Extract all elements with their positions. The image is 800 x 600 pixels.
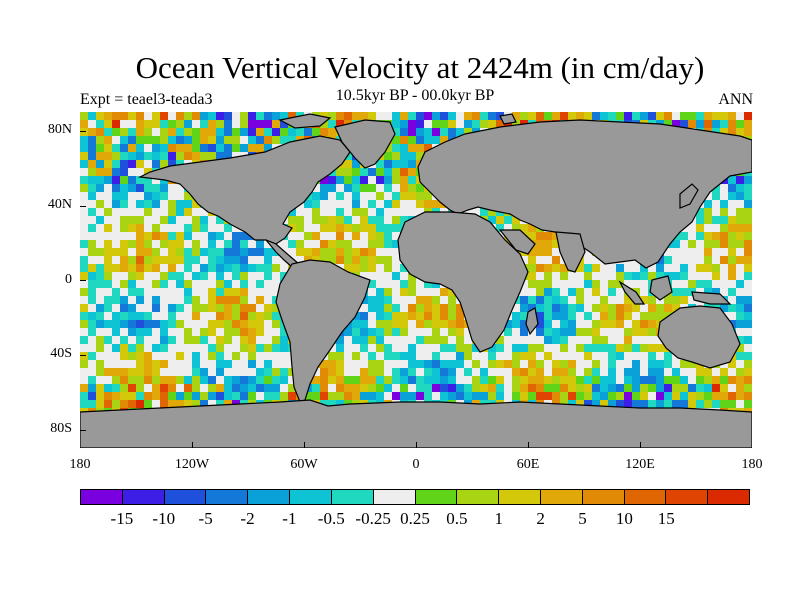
colorbar-box [666, 490, 709, 504]
colorbar-box [415, 490, 458, 504]
colorbar [80, 489, 750, 505]
lon-label-0: 0 [412, 457, 420, 472]
lon-tick [192, 442, 193, 448]
land-arabia [498, 229, 536, 255]
land-svalbard [499, 113, 517, 125]
colorbar-label: -0.25 [355, 509, 391, 528]
colorbar-box [206, 490, 249, 504]
colorbar-box [499, 490, 541, 504]
colorbar-label: -15 [110, 509, 134, 528]
colorbar-label: 10 [615, 509, 633, 528]
land-greenland [334, 119, 396, 169]
colorbar-box [708, 490, 749, 504]
colorbar-box [81, 490, 123, 504]
colorbar-label: 2 [536, 509, 545, 528]
colorbar-label: -2 [240, 509, 255, 528]
land-antarctica [79, 399, 753, 449]
colorbar-label: -5 [198, 509, 213, 528]
page-title: Ocean Vertical Velocity at 2424m (in cm/… [135, 50, 705, 85]
land-north-america [137, 135, 351, 245]
colorbar-box [457, 490, 500, 504]
lat-tick [80, 206, 86, 207]
lon-tick [416, 442, 417, 448]
lon-tick [528, 442, 529, 448]
colorbar-label: -10 [152, 509, 176, 528]
lon-label-60w: 60W [290, 457, 318, 472]
colorbar-box [624, 490, 667, 504]
lon-tick [304, 442, 305, 448]
lon-label-120e: 120E [625, 457, 655, 472]
lat-label-40s: 40S [50, 346, 72, 361]
colorbar-box [122, 490, 165, 504]
season-label: ANN [718, 91, 753, 108]
lat-tick [80, 355, 86, 356]
colorbar-box [164, 490, 207, 504]
colorbar-box [540, 490, 583, 504]
lon-label-180w: 180 [69, 457, 91, 472]
lat-tick [80, 131, 86, 132]
colorbar-label: 1 [494, 509, 504, 528]
land-eurasia [417, 119, 753, 269]
colorbar-box [248, 490, 291, 504]
land-borneo [649, 275, 673, 301]
land-masses [79, 113, 781, 449]
colorbar-box [290, 490, 332, 504]
colorbar-label: 0.25 [400, 509, 430, 528]
lat-label-80s: 80S [50, 421, 72, 436]
lat-label-40n: 40N [47, 197, 72, 212]
lat-tick [80, 430, 86, 431]
land-japan [679, 183, 699, 209]
colorbar-label: 15 [657, 509, 675, 528]
land-arctic-islands [278, 113, 332, 129]
land-india [555, 231, 586, 273]
land-madagascar [525, 307, 539, 336]
lat-label-80n: 80N [47, 122, 72, 137]
land-sumatra [618, 280, 646, 305]
lat-label-equator: 0 [65, 272, 72, 287]
land-australia [657, 305, 741, 369]
colorbar-label: -1 [282, 509, 297, 528]
colorbar-box [582, 490, 625, 504]
lat-tick [80, 280, 86, 281]
colorbar-box [373, 490, 416, 504]
lon-label-180e: 180 [741, 457, 763, 472]
ocean-velocity-map [79, 112, 781, 449]
colorbar-label: 0.5 [446, 509, 468, 528]
experiment-label: Expt = teael3-teada3 [80, 91, 213, 108]
lon-label-60e: 60E [516, 457, 540, 472]
lon-tick [640, 442, 641, 448]
period-label: 10.5kyr BP - 00.0kyr BP [335, 87, 495, 104]
map-panel [79, 112, 781, 449]
land-south-america [275, 259, 371, 403]
land-new-guinea [691, 291, 732, 305]
land-africa [397, 211, 529, 353]
colorbar-box [331, 490, 374, 504]
colorbar-label: -0.5 [317, 509, 345, 528]
colorbar-label: 5 [578, 509, 587, 528]
lon-label-120w: 120W [174, 457, 210, 472]
